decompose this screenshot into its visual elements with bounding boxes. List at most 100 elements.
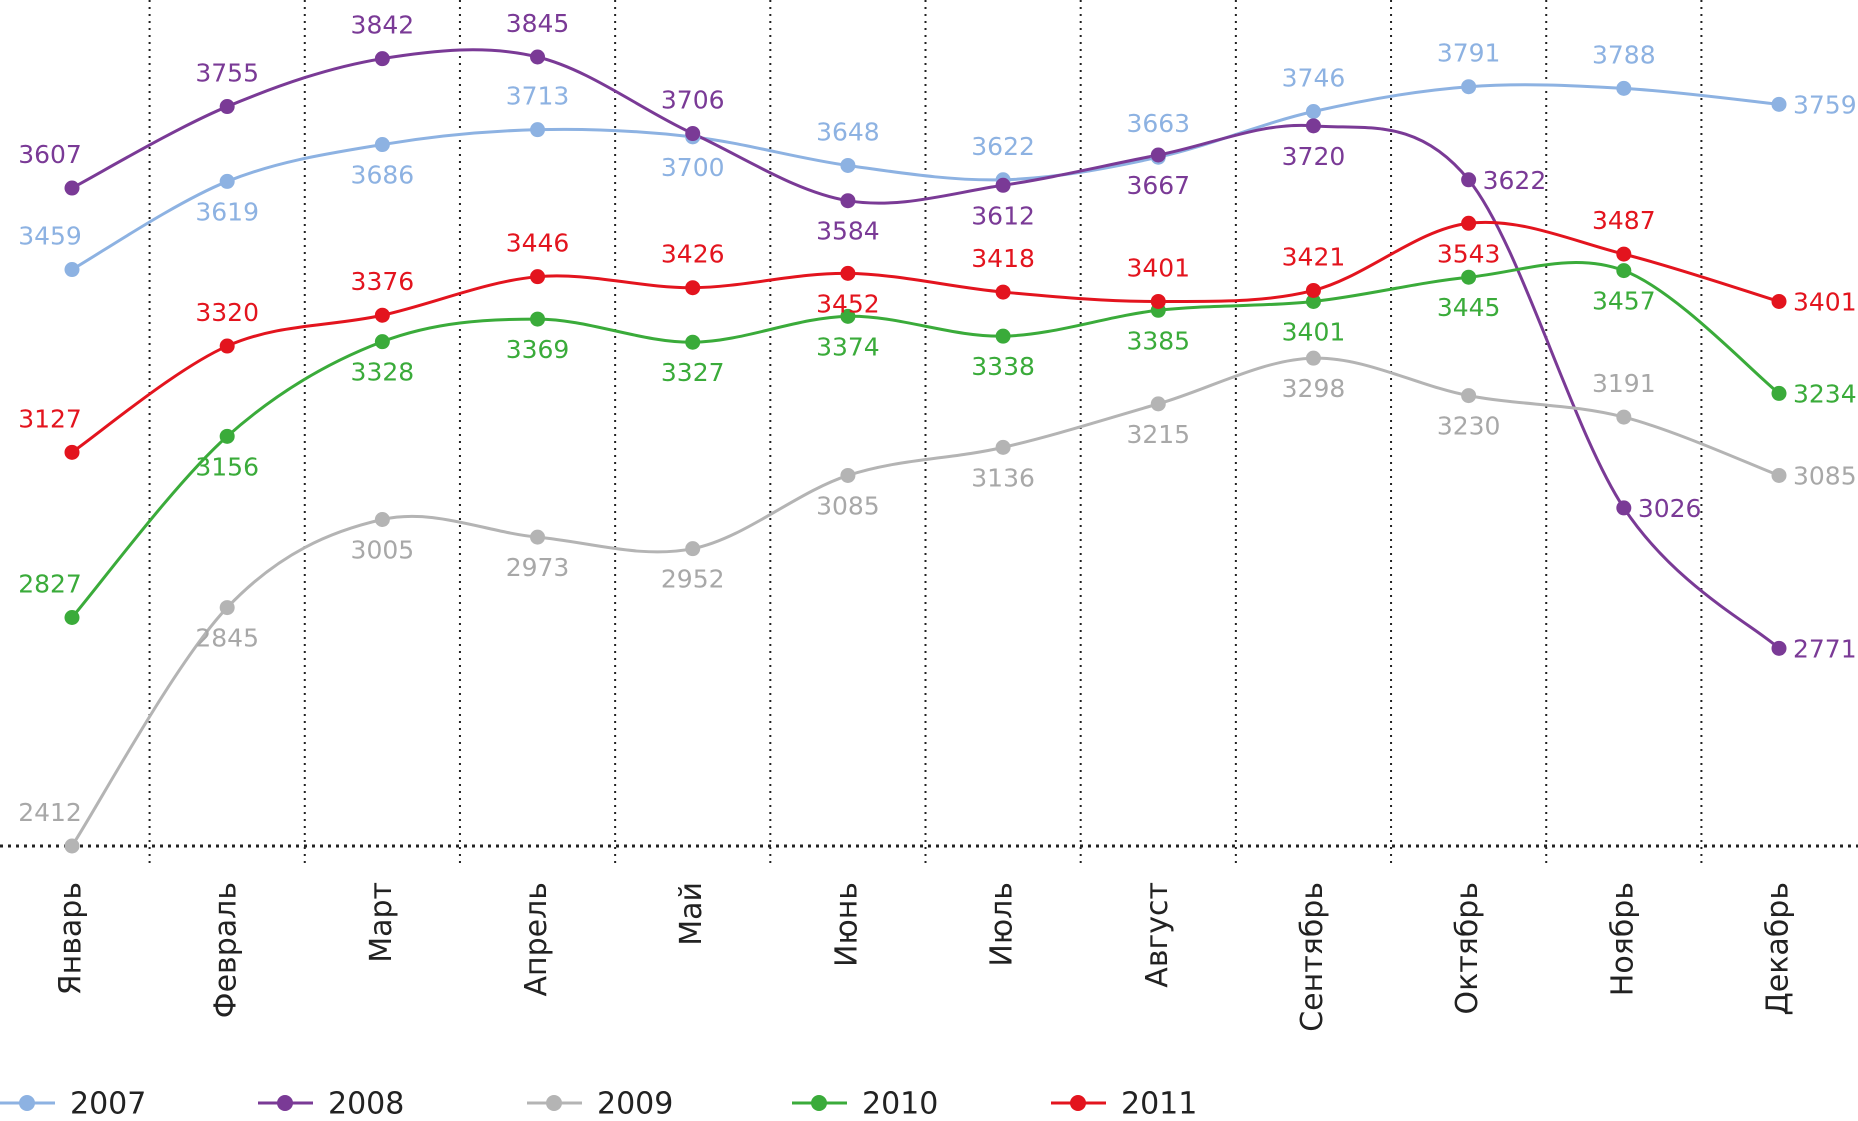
legend-marker [1070, 1095, 1086, 1111]
data-label: 3418 [971, 244, 1035, 273]
point [1305, 282, 1321, 298]
legend-label: 2011 [1121, 1087, 1197, 1121]
point [374, 511, 390, 527]
point [1150, 147, 1166, 163]
data-label: 3648 [816, 117, 880, 146]
data-label: 3713 [506, 82, 570, 111]
legend-marker [811, 1095, 827, 1111]
point [1616, 246, 1632, 262]
data-label: 3457 [1592, 287, 1656, 316]
data-label: 3842 [351, 11, 415, 40]
data-label: 3369 [506, 335, 570, 364]
point [64, 444, 80, 460]
point [1461, 269, 1477, 285]
point [1616, 80, 1632, 96]
data-label: 2771 [1793, 634, 1857, 663]
data-label: 2412 [18, 798, 82, 827]
point [1616, 500, 1632, 516]
legend-marker [546, 1095, 562, 1111]
point [1305, 293, 1321, 309]
data-label: 2827 [18, 570, 82, 599]
data-label: 3401 [1126, 253, 1190, 282]
x-tick-label: Октябрь [1450, 882, 1485, 1014]
point [1461, 215, 1477, 231]
x-tick-label: Август [1140, 882, 1175, 988]
legend-label: 2007 [70, 1087, 146, 1121]
point [1616, 409, 1632, 425]
data-label: 3755 [195, 59, 259, 88]
data-label: 3791 [1437, 39, 1501, 68]
point [1771, 96, 1787, 112]
point [530, 529, 546, 545]
data-label: 3376 [351, 267, 415, 296]
point [995, 439, 1011, 455]
data-label: 3401 [1793, 287, 1857, 316]
data-label: 3085 [1793, 461, 1857, 490]
data-label: 3746 [1282, 64, 1346, 93]
data-label: 3320 [195, 298, 259, 327]
point [1150, 293, 1166, 309]
data-label: 3338 [971, 352, 1035, 381]
data-label: 3607 [18, 140, 82, 169]
legend-marker [19, 1095, 35, 1111]
data-label: 3328 [351, 358, 415, 387]
series-line [71, 83, 1780, 271]
point [64, 838, 80, 854]
x-tick-label: Сентябрь [1295, 882, 1330, 1032]
data-label: 3700 [661, 153, 725, 182]
point [1461, 79, 1477, 95]
data-label: 3686 [351, 161, 415, 190]
data-label: 3619 [195, 197, 259, 226]
data-label: 3156 [195, 452, 259, 481]
data-label: 3234 [1793, 379, 1857, 408]
point [219, 428, 235, 444]
data-label: 3543 [1437, 239, 1501, 268]
data-label: 3215 [1126, 420, 1190, 449]
data-label: 3085 [816, 491, 880, 520]
data-label: 3421 [1282, 242, 1346, 271]
data-label: 3663 [1126, 109, 1190, 138]
x-tick-label: Январь [54, 882, 89, 995]
data-label: 3706 [661, 86, 725, 115]
x-tick-label: Март [364, 882, 399, 963]
data-label: 3298 [1282, 374, 1346, 403]
point [1305, 118, 1321, 134]
data-label: 3759 [1793, 90, 1857, 119]
point [64, 262, 80, 278]
point [1616, 263, 1632, 279]
data-label: 3385 [1126, 326, 1190, 355]
point [219, 600, 235, 616]
legend-item: 2008 [258, 1087, 404, 1121]
data-label: 3127 [18, 404, 82, 433]
point [219, 173, 235, 189]
x-tick-label: Апрель [519, 882, 554, 997]
data-label: 2973 [506, 553, 570, 582]
point [1461, 172, 1477, 188]
data-label: 3426 [661, 240, 725, 269]
data-label: 3622 [1483, 166, 1547, 195]
point [374, 137, 390, 153]
point [1771, 640, 1787, 656]
data-label: 3622 [971, 132, 1035, 161]
x-tick-label: Май [674, 882, 709, 946]
data-label: 3612 [971, 201, 1035, 230]
point [1305, 350, 1321, 366]
data-label: 3136 [971, 463, 1035, 492]
data-label: 3584 [816, 217, 880, 246]
point [840, 265, 856, 281]
data-label: 3720 [1282, 142, 1346, 171]
point [530, 49, 546, 65]
point [374, 51, 390, 67]
x-tick-label: Ноябрь [1605, 882, 1640, 996]
data-label: 3191 [1592, 369, 1656, 398]
legend-label: 2009 [597, 1087, 673, 1121]
legend-item: 2010 [792, 1087, 938, 1121]
data-label: 3788 [1592, 40, 1656, 69]
point [840, 157, 856, 173]
point [685, 334, 701, 350]
point [374, 334, 390, 350]
x-tick-label: Июнь [829, 882, 864, 967]
series-line [71, 220, 1780, 454]
legend-label: 2008 [328, 1087, 404, 1121]
